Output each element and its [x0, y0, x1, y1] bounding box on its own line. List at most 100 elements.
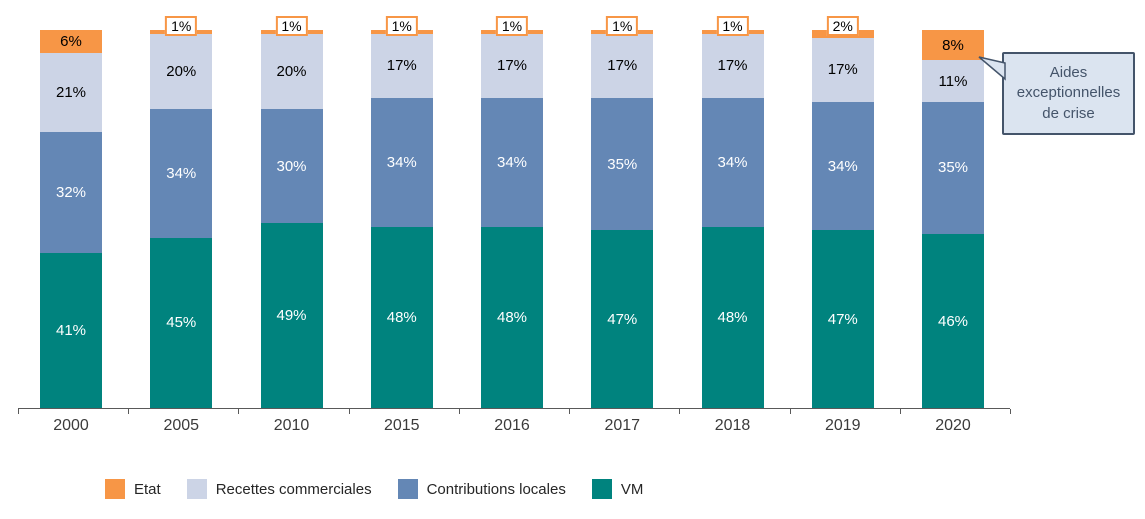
segment-recettes-commerciales-2000: 21%	[40, 52, 102, 133]
x-label-2015: 2015	[383, 417, 420, 434]
segment-recettes-commerciales-2005: 20%	[150, 33, 213, 110]
segment-value-label: 34%	[386, 153, 417, 171]
segment-recettes-commerciales-2019: 17%	[811, 37, 874, 102]
segment-value-label-outside: 1%	[385, 16, 418, 36]
segment-value-label: 6%	[60, 32, 82, 50]
segment-value-label-outside: 1%	[606, 16, 639, 36]
legend-label-recettes-commerciales: Recettes commerciales	[215, 480, 372, 498]
x-label-2005: 2005	[163, 417, 200, 434]
bar-2018: 1% 17% 34% 48%	[701, 16, 764, 408]
legend-swatch-recettes-commerciales	[186, 479, 207, 499]
x-label-2019: 2019	[824, 417, 861, 434]
legend-swatch-etat	[105, 479, 125, 499]
axis-tick	[128, 409, 130, 414]
axis-tick	[899, 409, 901, 414]
segment-contributions-locales-2016: 34%	[481, 98, 543, 227]
segment-vm-2010: 49%	[260, 222, 323, 408]
segment-value-label: 17%	[607, 57, 638, 75]
segment-vm-2000: 41%	[40, 253, 102, 408]
segment-vm-2016: 48%	[481, 226, 543, 408]
segment-recettes-commerciales-2010: 20%	[260, 33, 323, 110]
segment-value-label: 34%	[717, 153, 748, 171]
segment-value-label-outside: 2%	[826, 16, 859, 36]
segment-value-label: 21%	[55, 83, 87, 101]
segment-value-label: 17%	[496, 57, 528, 75]
segment-value-label: 48%	[496, 308, 528, 326]
segment-value-label: 45%	[166, 314, 197, 332]
segment-recettes-commerciales-2020: 11%	[922, 60, 984, 102]
x-label-2020: 2020	[935, 417, 971, 434]
segment-vm-2017: 47%	[591, 230, 654, 408]
segment-value-label: 32%	[55, 184, 87, 202]
axis-tick	[458, 409, 460, 414]
legend-item-vm: VM	[591, 479, 644, 499]
legend-item-contributions-locales: Contributions locales	[397, 479, 566, 499]
legend-label-contributions-locales: Contributions locales	[426, 480, 566, 498]
bar-2005: 1% 20% 34% 45%	[150, 16, 213, 408]
segment-recettes-commerciales-2018: 17%	[701, 33, 764, 99]
segment-value-label: 34%	[166, 165, 197, 183]
legend-label-etat: Etat	[134, 480, 161, 498]
segment-contributions-locales-2020: 35%	[922, 101, 984, 235]
segment-value-label: 49%	[276, 306, 307, 324]
segment-value-label: 17%	[827, 61, 858, 79]
axis-tick	[18, 409, 19, 414]
axis-tick	[348, 409, 350, 414]
bar-2017: 1% 17% 35% 47%	[591, 16, 654, 408]
x-label-2010: 2010	[273, 417, 310, 434]
legend-swatch-contributions-locales	[397, 479, 418, 499]
segment-contributions-locales-2005: 34%	[150, 109, 213, 238]
segment-value-label-outside: 1%	[275, 16, 308, 36]
legend-label-vm: VM	[620, 480, 644, 498]
x-label-2016: 2016	[494, 417, 530, 434]
bar-2000: 6% 21% 32% 41%	[40, 30, 102, 408]
legend-item-etat: Etat	[105, 479, 161, 499]
bar-2016: 1% 17% 34% 48%	[481, 16, 543, 408]
segment-value-label: 41%	[55, 321, 87, 339]
segment-vm-2020: 46%	[922, 234, 984, 408]
segment-recettes-commerciales-2016: 17%	[481, 33, 543, 99]
segment-value-label: 11%	[938, 72, 968, 90]
segment-contributions-locales-2015: 34%	[370, 98, 433, 227]
segment-value-label: 17%	[386, 57, 417, 75]
bar-2020: 8% 11% 35% 46%	[922, 30, 984, 408]
segment-vm-2018: 48%	[701, 226, 764, 408]
axis-tick	[679, 409, 681, 414]
bar-2015: 1% 17% 34% 48%	[370, 16, 433, 408]
annotation-text: Aides exceptionnelles de crise	[1016, 64, 1121, 122]
segment-value-label: 30%	[276, 157, 307, 175]
axis-tick	[789, 409, 791, 414]
segment-etat-2020: 8%	[922, 30, 984, 61]
segment-value-label: 34%	[827, 157, 858, 175]
segment-value-label: 47%	[607, 310, 638, 328]
legend: Etat Recettes commerciales Contributions l…	[105, 479, 1145, 499]
segment-value-label: 47%	[827, 310, 858, 328]
segment-value-label: 20%	[166, 63, 197, 81]
segment-vm-2019: 47%	[811, 230, 874, 408]
x-axis-line	[18, 408, 1011, 414]
segment-value-label: 34%	[496, 153, 528, 171]
segment-vm-2005: 45%	[150, 237, 213, 408]
segment-value-label-outside: 1%	[165, 16, 198, 36]
segment-vm-2015: 48%	[370, 226, 433, 408]
segment-contributions-locales-2010: 30%	[260, 109, 323, 223]
x-label-2018: 2018	[714, 417, 751, 434]
segment-value-label: 8%	[942, 36, 964, 54]
bar-2010: 1% 20% 30% 49%	[260, 16, 323, 408]
legend-item-recettes-commerciales: Recettes commerciales	[186, 479, 372, 499]
segment-contributions-locales-2018: 34%	[701, 98, 764, 227]
x-label-2017: 2017	[604, 417, 641, 434]
segment-contributions-locales-2000: 32%	[40, 132, 102, 253]
segment-contributions-locales-2019: 34%	[811, 101, 874, 231]
segment-value-label: 46%	[937, 312, 969, 330]
segment-value-label: 20%	[276, 63, 307, 81]
segment-value-label: 48%	[386, 308, 417, 326]
legend-swatch-vm	[591, 479, 612, 499]
plot: 6% 21% 32% 41% 1% 20% 34% 45% 1% 20% 30% 49% 1% 17% 34…	[40, 16, 984, 408]
segment-value-label: 35%	[937, 159, 969, 177]
axis-tick	[569, 409, 571, 414]
segment-value-label-outside: 1%	[495, 16, 529, 36]
x-axis-labels: 2000 2005 2010 2015 2016 2017 2018 2019 2020	[40, 417, 984, 435]
segment-etat-2000: 6%	[40, 30, 102, 53]
